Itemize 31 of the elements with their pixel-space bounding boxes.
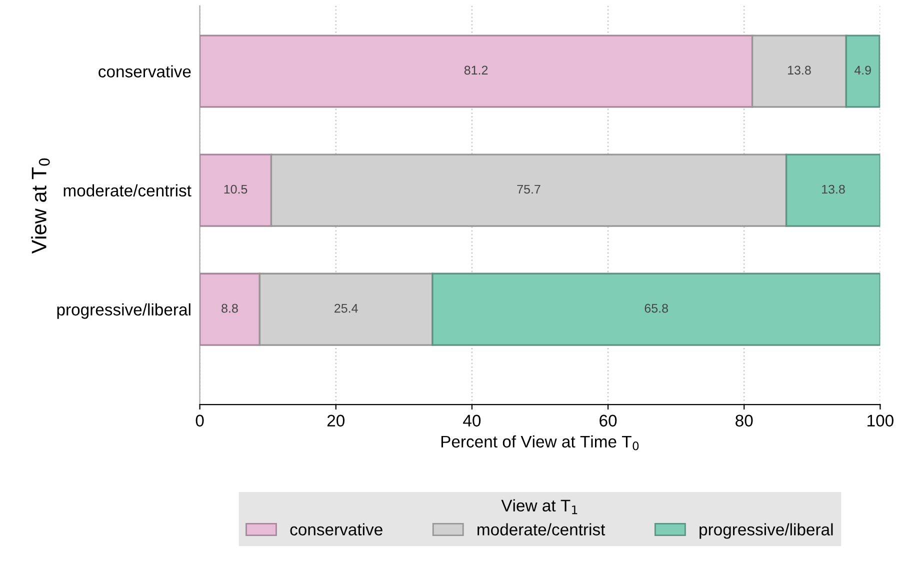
y-tick-label: moderate/centrist: [64, 184, 192, 197]
x-tick-label: 0: [196, 414, 204, 427]
bar: [200, 272, 261, 346]
x-tick-label: 20: [327, 414, 344, 427]
x-tick-label: 60: [600, 414, 617, 427]
y-tick-label: progressive/liberal: [57, 303, 190, 319]
data-label: 25.4: [334, 304, 358, 313]
y-axis-title: View at T$_{0}$: [31, 158, 50, 254]
bar: [751, 34, 848, 108]
data-label: 4.9: [854, 66, 871, 75]
bar: [200, 154, 272, 227]
bar: [785, 154, 880, 227]
data-label: 81.2: [464, 66, 488, 75]
data-label: 65.8: [644, 304, 668, 313]
x-axis-title: Percent of View at Time T$_{0}$: [441, 435, 639, 450]
data-label: 10.5: [224, 184, 248, 194]
x-tick-label: 40: [463, 414, 481, 427]
x-tick-label: 100: [868, 414, 894, 427]
data-label: 13.8: [788, 66, 811, 75]
y-tick-label: conservative: [98, 65, 191, 78]
data-label: 75.7: [517, 184, 540, 194]
legend-label: moderate/centrist: [478, 523, 606, 536]
legend-label: conservative: [290, 523, 382, 536]
legend-label: progressive/liberal: [700, 523, 833, 539]
bar: [845, 34, 880, 108]
bar: [200, 34, 754, 108]
data-label: 13.8: [822, 184, 845, 194]
x-tick-label: 80: [736, 414, 753, 427]
data-label: 8.8: [222, 304, 238, 313]
legend-title: View at T$_{1}$: [501, 499, 578, 514]
bar: [432, 272, 880, 346]
